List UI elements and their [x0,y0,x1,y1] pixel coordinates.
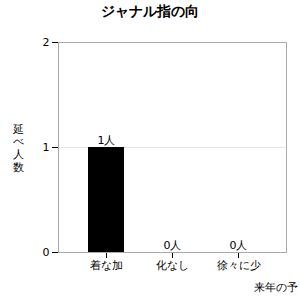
svg-text:徐々に少: 徐々に少 [217,259,261,272]
svg-text:着な加: 着な加 [90,259,123,272]
html-text:ジャナル指の向: ジャナル指の向 [101,3,199,19]
svg-text:1: 1 [43,141,50,154]
svg-text:来年の予: 来年の予 [254,281,298,294]
svg-text:延べ人数: 延べ人数 [12,123,24,174]
svg-text:2: 2 [43,36,50,49]
svg-text:0人: 0人 [164,239,182,252]
svg-text:化なし: 化なし [156,259,189,272]
svg-text:0人: 0人 [230,239,248,252]
svg-text:1人: 1人 [98,134,116,147]
svg-text:0: 0 [43,246,50,259]
